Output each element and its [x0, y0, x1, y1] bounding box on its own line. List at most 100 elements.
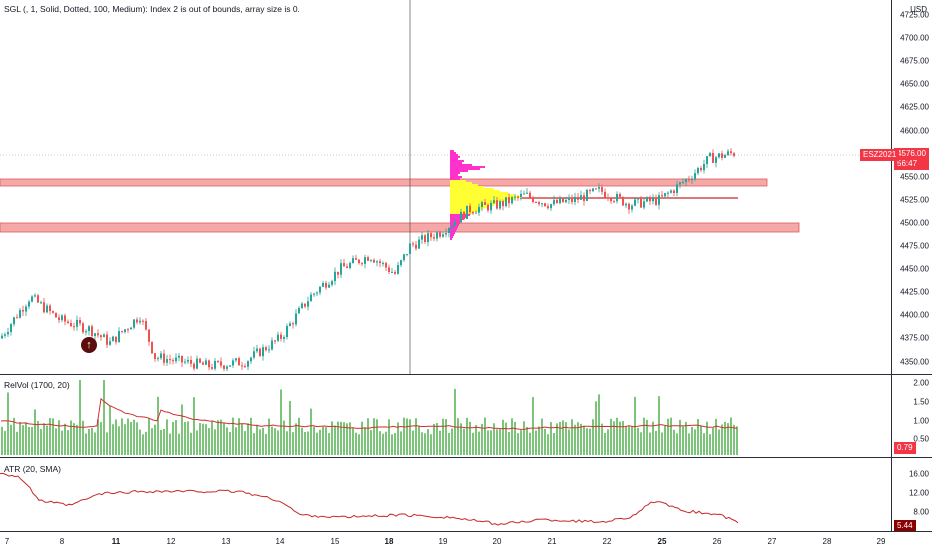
relvol-bar — [109, 405, 111, 455]
candle-body — [235, 358, 237, 361]
candle-body — [157, 358, 159, 360]
candle-body — [208, 360, 210, 368]
currency-label: USD — [910, 5, 927, 14]
relvol-bar — [394, 433, 396, 455]
candle-body — [289, 323, 291, 327]
candle-body — [73, 326, 75, 328]
relvol-bar — [487, 430, 489, 455]
atr-axis[interactable]: 16.00 12.00 8.00 5.44 — [891, 458, 932, 532]
relvol-bar — [139, 429, 141, 455]
candle-body — [238, 358, 240, 366]
relvol-bar — [22, 425, 24, 455]
relvol-bar — [1, 426, 3, 455]
candle-body — [427, 233, 429, 243]
relvol-bar — [307, 431, 309, 455]
relvol-bar — [178, 433, 180, 455]
relvol-bar — [589, 428, 591, 455]
relvol-pane[interactable]: RelVol (1700, 20) — [0, 375, 891, 457]
relvol-bar — [190, 432, 192, 455]
candle-body — [283, 337, 285, 339]
price-tick: 4700.00 — [900, 33, 929, 43]
relvol-bar — [208, 428, 210, 455]
event-marker[interactable]: ↑ — [81, 337, 97, 353]
relvol-bar — [202, 423, 204, 455]
relvol-bar — [34, 409, 36, 455]
relvol-bar — [475, 425, 477, 455]
relvol-bar — [727, 423, 729, 455]
relvol-bar — [613, 421, 615, 455]
candle-body — [220, 361, 222, 366]
candle-body — [388, 267, 390, 272]
relvol-bar — [322, 426, 324, 455]
relvol-bar — [172, 422, 174, 455]
relvol-bar — [457, 418, 459, 455]
date-label: 22 — [602, 537, 612, 546]
candle-body — [406, 253, 408, 255]
atr-pane[interactable]: ATR (20, SMA) — [0, 458, 891, 531]
candle-body — [7, 331, 9, 335]
pane-separator[interactable] — [0, 374, 932, 375]
candle-body — [307, 301, 309, 307]
relvol-bar — [427, 429, 429, 455]
price-pane[interactable]: SGL (, 1, Solid, Dotted, 100, Medium): I… — [0, 0, 891, 374]
candle-body — [121, 331, 123, 333]
atr-tick: 8.00 — [913, 507, 929, 517]
relvol-bar — [13, 417, 15, 455]
relvol-bar — [676, 433, 678, 455]
date-label: 13 — [221, 537, 231, 546]
relvol-bar — [610, 418, 612, 455]
price-tick: 4725.00 — [900, 10, 929, 20]
candle-body — [658, 195, 660, 205]
price-axis[interactable]: USD 4725.00 4700.00 4675.00 4650.00 4625.00 4… — [891, 0, 932, 374]
candle-body — [688, 179, 690, 181]
candle-body — [364, 257, 366, 264]
candle-body — [379, 261, 381, 264]
relvol-bar — [643, 417, 645, 455]
candle-body — [361, 263, 363, 265]
relvol-bar — [187, 421, 189, 455]
candle-body — [241, 365, 243, 367]
price-chart[interactable] — [0, 0, 891, 374]
candle-body — [118, 331, 120, 343]
volume-profile-bar — [450, 220, 462, 222]
candle-body — [49, 305, 51, 312]
price-tick: 4500.00 — [900, 218, 929, 228]
candle-body — [565, 199, 567, 203]
relvol-bar — [397, 422, 399, 455]
candle-body — [421, 235, 423, 240]
relvol-bar — [652, 421, 654, 455]
candle-body — [25, 306, 27, 312]
candle-body — [295, 313, 297, 325]
volume-profile-bar — [450, 186, 484, 188]
time-axis[interactable]: 7 8 11 12 13 14 15 18 19 20 21 22 25 26 27 28 29 — [0, 532, 891, 550]
volume-profile-bar — [450, 192, 508, 194]
relvol-bar — [349, 422, 351, 455]
candle-body — [511, 197, 513, 204]
candle-body — [88, 326, 90, 332]
volume-profile-bar — [450, 184, 478, 186]
relvol-bar — [580, 423, 582, 455]
relvol-bar — [544, 428, 546, 455]
relvol-bar — [472, 432, 474, 455]
candle-body — [394, 271, 396, 274]
up-arrow-icon: ↑ — [86, 339, 92, 351]
relvol-bar — [598, 394, 600, 455]
relvol-bar — [358, 434, 360, 455]
relvol-bar — [391, 434, 393, 455]
volume-profile-bar — [450, 232, 455, 234]
candle-body — [40, 302, 42, 304]
candle-body — [502, 201, 504, 207]
relvol-bar — [592, 419, 594, 455]
volume-profile-bar — [450, 228, 457, 230]
candle-body — [373, 259, 375, 263]
relvol-bar — [496, 429, 498, 455]
relvol-bar — [526, 427, 528, 455]
relvol-bar — [277, 430, 279, 455]
candle-body — [337, 271, 339, 275]
candle-body — [115, 336, 117, 343]
relvol-axis[interactable]: 2.00 1.50 1.00 0.50 0.79 — [891, 375, 932, 457]
volume-profile-bar — [450, 170, 468, 172]
candle-body — [538, 202, 540, 205]
relvol-bar — [730, 417, 732, 455]
pane-separator[interactable] — [0, 457, 932, 458]
